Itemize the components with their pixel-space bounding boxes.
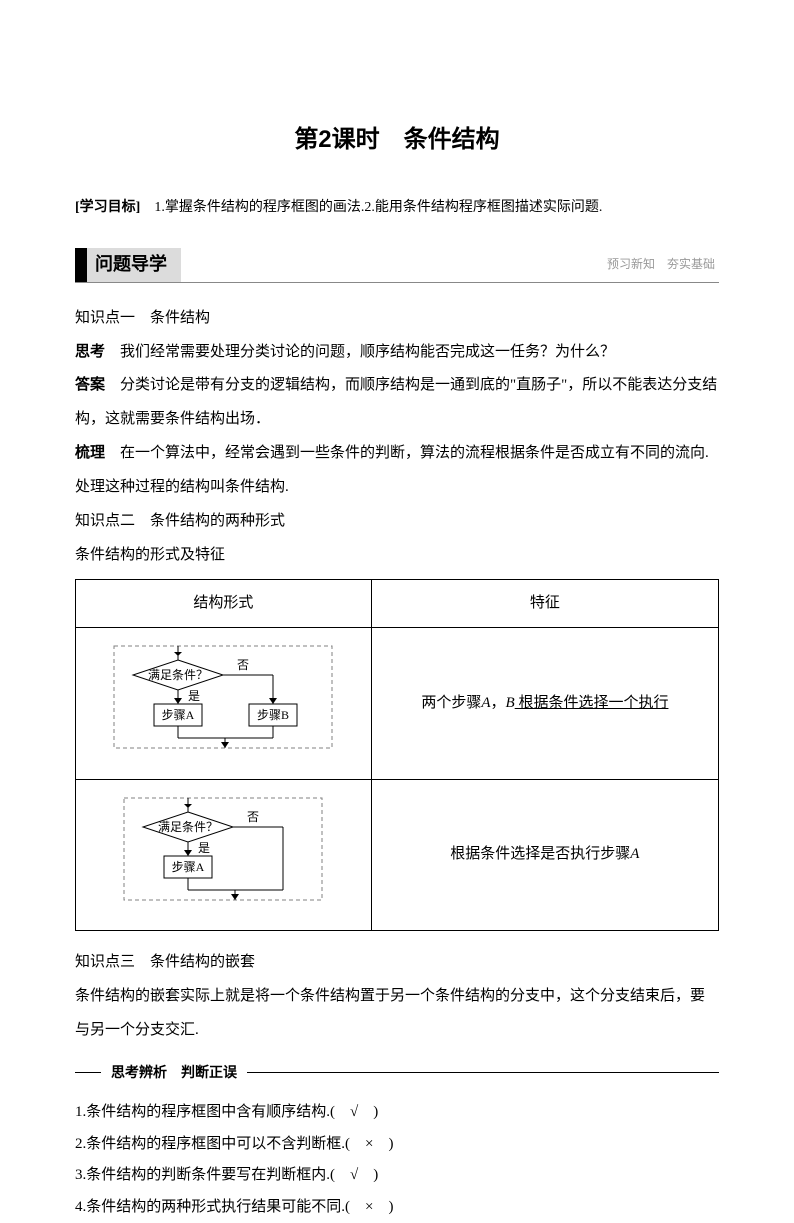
svg-text:否: 否 <box>247 810 259 824</box>
svg-text:步骤A: 步骤A <box>172 860 205 874</box>
section-heading: 问题导学 <box>87 248 181 282</box>
kp1-summary: 梳理 在一个算法中，经常会遇到一些条件的判断，算法的流程根据条件是否成立有不同的… <box>75 437 719 505</box>
svg-text:是: 是 <box>198 841 210 855</box>
svg-text:满足条件？: 满足条件？ <box>158 820 218 834</box>
kp2-intro: 条件结构的形式及特征 <box>75 539 719 573</box>
divider-label: 思考辨析 判断正误 <box>111 1058 237 1087</box>
feature-cell-1: 两个步骤A，B 根据条件选择一个执行 <box>371 628 718 780</box>
svg-text:否: 否 <box>237 658 249 672</box>
th-structure: 结构形式 <box>76 579 372 628</box>
learning-objectives: [学习目标] 1.掌握条件结构的程序框图的画法.2.能用条件结构程序框图描述实际… <box>75 195 719 222</box>
judge-item-3: 3.条件结构的判断条件要写在判断框内.( √ ) <box>75 1160 719 1192</box>
obj-label: [学习目标] <box>75 200 140 215</box>
judge-item-4: 4.条件结构的两种形式执行结果可能不同.( × ) <box>75 1192 719 1223</box>
page-title: 第2课时 条件结构 <box>75 115 719 165</box>
kp3-text: 条件结构的嵌套实际上就是将一个条件结构置于另一个条件结构的分支中，这个分支结束后… <box>75 980 719 1048</box>
table-row: 满足条件？ 否 是 步骤A 步骤B <box>76 628 719 780</box>
thinking-divider: 思考辨析 判断正误 <box>75 1058 719 1087</box>
svg-text:步骤B: 步骤B <box>257 708 289 722</box>
table-row: 满足条件？ 否 是 步骤A 根据条件选择是否执行步骤A <box>76 779 719 931</box>
flowchart-two-branch: 满足条件？ 否 是 步骤A 步骤B <box>108 642 338 752</box>
flowchart-cell-1: 满足条件？ 否 是 步骤A 步骤B <box>76 628 372 780</box>
feature-cell-2: 根据条件选择是否执行步骤A <box>371 779 718 931</box>
obj-text: 1.掌握条件结构的程序框图的画法.2.能用条件结构程序框图描述实际问题. <box>140 200 602 215</box>
kp1-answer: 答案 分类讨论是带有分支的逻辑结构，而顺序结构是一通到底的"直肠子"，所以不能表… <box>75 369 719 437</box>
divider-line-left <box>75 1072 101 1073</box>
section-subtitle: 预习新知 夯实基础 <box>607 252 719 277</box>
forms-table: 结构形式 特征 满足条件？ 否 是 步 <box>75 579 719 932</box>
section-header: 问题导学 预习新知 夯实基础 <box>75 248 719 283</box>
divider-line-right <box>247 1072 719 1073</box>
flowchart-one-branch: 满足条件？ 否 是 步骤A <box>118 794 328 904</box>
kp1-question: 思考 我们经常需要处理分类讨论的问题，顺序结构能否完成这一任务？为什么？ <box>75 336 719 370</box>
svg-text:步骤A: 步骤A <box>162 708 195 722</box>
judge-item-1: 1.条件结构的程序框图中含有顺序结构.( √ ) <box>75 1097 719 1129</box>
th-feature: 特征 <box>371 579 718 628</box>
judge-item-2: 2.条件结构的程序框图中可以不含判断框.( × ) <box>75 1129 719 1161</box>
kp2-label: 知识点二 条件结构的两种形式 <box>75 504 719 539</box>
section-marker <box>75 248 87 282</box>
flowchart-cell-2: 满足条件？ 否 是 步骤A <box>76 779 372 931</box>
svg-text:是: 是 <box>188 689 200 703</box>
kp1-label: 知识点一 条件结构 <box>75 301 719 336</box>
kp3-label: 知识点三 条件结构的嵌套 <box>75 945 719 980</box>
table-header-row: 结构形式 特征 <box>76 579 719 628</box>
svg-text:满足条件？: 满足条件？ <box>148 668 208 682</box>
